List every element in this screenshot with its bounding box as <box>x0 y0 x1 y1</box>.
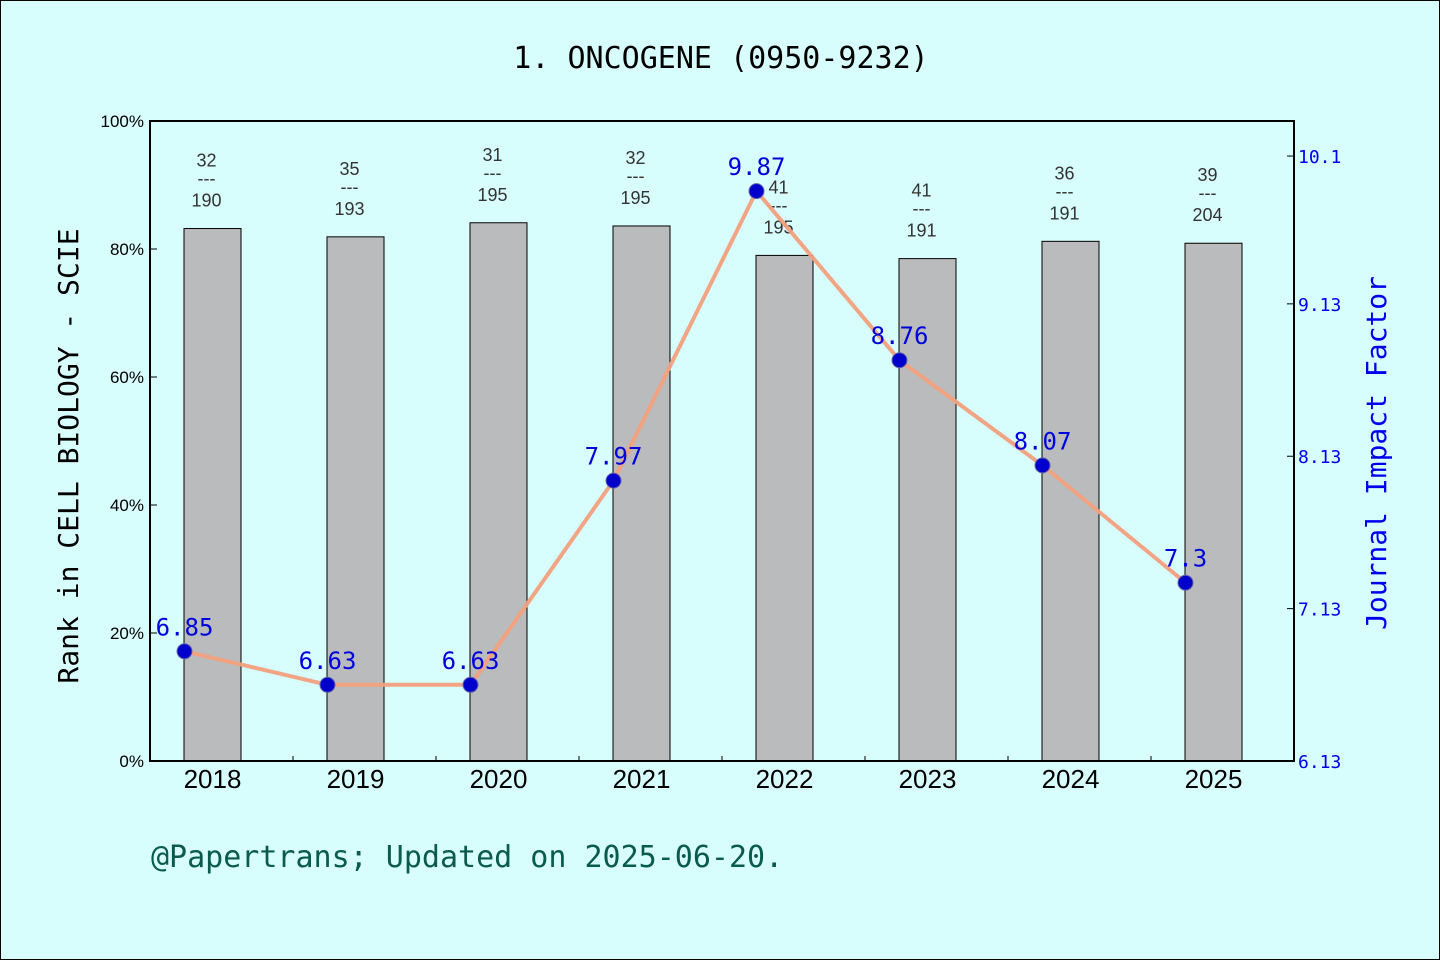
x-tick-label: 2025 <box>1185 764 1243 794</box>
rank-separator: --- <box>1199 183 1217 203</box>
bar <box>898 258 957 762</box>
rank-separator: --- <box>913 199 931 219</box>
y-tick-label: 40% <box>110 496 144 515</box>
data-label: 6.85 <box>156 613 214 641</box>
data-point <box>748 183 765 200</box>
x-tick-label: 2023 <box>899 764 957 794</box>
bar <box>326 236 385 762</box>
rank-separator: --- <box>627 166 645 186</box>
bar <box>469 222 528 762</box>
rank-label: 36 <box>1054 163 1074 183</box>
rank-label: 31 <box>482 145 502 165</box>
x-tick-label: 2024 <box>1042 764 1100 794</box>
rank-label: 32 <box>625 148 645 168</box>
bar <box>183 228 242 762</box>
data-point <box>462 676 479 693</box>
rank-label: 41 <box>768 177 788 197</box>
rank-label: 39 <box>1197 165 1217 185</box>
x-tick-label: 2019 <box>327 764 385 794</box>
data-label: 6.63 <box>299 647 357 675</box>
data-label: 6.63 <box>442 647 500 675</box>
data-point <box>1177 574 1194 591</box>
y-tick-label: 80% <box>110 240 144 259</box>
y2-tick-label: 9.13 <box>1298 295 1341 316</box>
rank-total: 191 <box>906 221 936 241</box>
bar <box>1184 242 1243 762</box>
line-series: 6.85 6.63 6.63 7.97 9.87 8.76 8.07 7.3 <box>156 153 1207 693</box>
y2-tick-label: 6.13 <box>1298 752 1341 773</box>
y-tick-label: 60% <box>110 368 144 387</box>
rank-separator: --- <box>1056 181 1074 201</box>
rank-total: 191 <box>1049 203 1079 223</box>
y-tick-label: 100% <box>101 112 144 131</box>
rank-label: 32 <box>196 151 216 171</box>
rank-separator: --- <box>341 177 359 197</box>
y2-axis-label: Journal Impact Factor <box>1360 276 1393 630</box>
data-point <box>1034 457 1051 474</box>
data-label: 7.97 <box>585 443 643 471</box>
rank-separator: --- <box>198 169 216 189</box>
rank-separator: --- <box>484 163 502 183</box>
rank-total: 195 <box>620 188 650 208</box>
data-point <box>319 676 336 693</box>
data-label: 8.07 <box>1014 427 1072 455</box>
rank-total: 195 <box>763 217 793 237</box>
y2-tick-label: 8.13 <box>1298 447 1341 468</box>
rank-total: 190 <box>191 191 221 211</box>
x-tick-label: 2020 <box>470 764 528 794</box>
chart-title: 1. ONCOGENE (0950-9232) <box>513 41 928 76</box>
y-tick-label: 0% <box>119 752 144 771</box>
data-point <box>605 472 622 489</box>
rank-total: 195 <box>477 185 507 205</box>
x-tick-label: 2022 <box>756 764 814 794</box>
axes: 0% 20% 40% 60% 80% 100% 6.13 7.13 8.13 9.13 10.1 20… <box>101 112 1342 794</box>
y2-tick-label: 10.1 <box>1298 147 1341 168</box>
data-point <box>176 643 193 660</box>
data-label: 7.3 <box>1164 545 1207 573</box>
footer-note: @Papertrans; Updated on 2025-06-20. <box>151 840 783 875</box>
y2-tick-label: 7.13 <box>1298 600 1341 621</box>
rank-label: 35 <box>339 159 359 179</box>
y-axis-label: Rank in CELL BIOLOGY - SCIE <box>52 228 85 683</box>
rank-label: 41 <box>911 181 931 201</box>
impact-factor-line <box>184 189 1187 687</box>
data-label: 9.87 <box>728 153 786 181</box>
bar <box>1041 240 1100 762</box>
y-tick-label: 20% <box>110 624 144 643</box>
rank-total: 204 <box>1192 205 1222 225</box>
data-label: 8.76 <box>871 322 929 350</box>
data-point <box>891 352 908 369</box>
bar <box>755 254 814 762</box>
rank-total: 193 <box>334 199 364 219</box>
x-tick-label: 2018 <box>184 764 242 794</box>
bar <box>612 225 671 762</box>
x-tick-label: 2021 <box>613 764 671 794</box>
